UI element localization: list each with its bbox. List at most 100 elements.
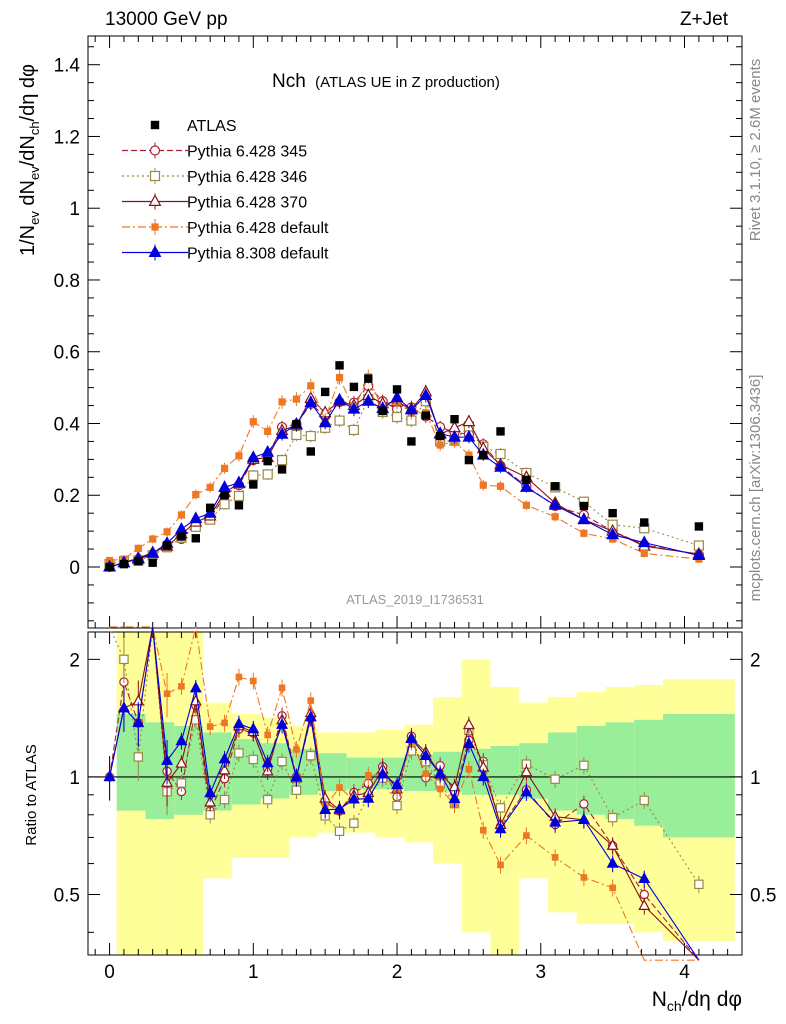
- atlas-point: [392, 385, 402, 394]
- series-point-3: [134, 544, 142, 552]
- ratio-point-3: [336, 784, 343, 791]
- ratio-point-3: [479, 826, 487, 834]
- ratio-panel-frame: [87, 631, 743, 956]
- ratio-point-1: [306, 750, 316, 761]
- ratio-point-4: [290, 770, 303, 782]
- ratio-y-tick-label-right: 0.5: [750, 886, 776, 907]
- ratio-point-1: [334, 826, 345, 836]
- ratio-point-3: [364, 772, 372, 779]
- legend-label-4: Pythia 8.308 default: [187, 246, 329, 263]
- ratio-point-3: [465, 765, 473, 773]
- legend-label-atlas: ATLAS: [187, 118, 237, 135]
- ratio-point-3: [307, 697, 315, 704]
- y-axis-label-ratio: Ratio to ATLAS: [23, 744, 40, 845]
- band-inner-segment: [634, 719, 663, 826]
- ratio-point-3: [264, 731, 271, 739]
- series-point-1: [391, 411, 403, 423]
- series-point-4: [318, 415, 332, 428]
- ratio-line-4: [109, 626, 700, 961]
- atlas-point: [349, 382, 359, 392]
- ratio-point-0: [639, 889, 649, 900]
- series-point-3: [465, 451, 473, 459]
- atlas-point: [277, 465, 287, 474]
- ratio-point-1: [694, 879, 704, 890]
- ratio-y-tick-label: 2: [69, 650, 80, 671]
- x-tick-label: 2: [392, 962, 403, 983]
- atlas-point: [450, 414, 459, 424]
- atlas-point: [496, 427, 505, 436]
- series-point-3: [335, 373, 344, 382]
- series-point-3: [220, 464, 229, 472]
- ratio-point-1: [219, 794, 230, 805]
- series-point-3: [249, 418, 257, 426]
- ratio-point-4: [434, 766, 447, 778]
- legend-marker-3: [151, 223, 159, 231]
- ratio-point-4: [347, 792, 360, 804]
- atlas-point: [205, 503, 215, 513]
- atlas-point: [694, 522, 704, 531]
- atlas-point: [306, 447, 315, 456]
- series-point-3: [149, 535, 157, 543]
- y-tick-label: 0.4: [54, 414, 81, 435]
- ratio-point-1: [277, 756, 287, 767]
- series-point-1: [348, 424, 360, 436]
- ratio-point-2: [175, 756, 188, 768]
- ratio-point-4: [376, 767, 389, 779]
- series-point-4: [519, 480, 533, 492]
- x-axis-label: Nch/dη dφ: [652, 988, 742, 1014]
- atlas-point: [220, 491, 229, 500]
- series-point-4: [448, 429, 461, 442]
- ratio-point-0: [579, 799, 589, 809]
- atlas-point: [579, 501, 589, 511]
- plot-title-sub: (ATLAS UE in Z production): [315, 74, 500, 91]
- ratio-point-4: [276, 717, 289, 729]
- series-point-2: [462, 414, 476, 427]
- ratio-panel-series: [103, 626, 704, 961]
- y-tick-label: 0.8: [54, 271, 80, 292]
- series-point-4: [246, 450, 260, 463]
- series-point-4: [232, 475, 246, 488]
- series-point-4: [462, 429, 476, 442]
- series-point-3: [551, 513, 559, 521]
- ratio-y-tick-label: 1: [69, 768, 80, 789]
- ratio-y-tick-label-right: 2: [750, 650, 761, 671]
- series-point-4: [606, 527, 620, 540]
- atlas-point: [464, 455, 474, 465]
- main-panel-series: [103, 361, 706, 573]
- series-point-1: [262, 469, 273, 480]
- series-point-4: [494, 460, 507, 472]
- band-inner-segment: [490, 746, 520, 795]
- ratio-point-4: [405, 732, 418, 744]
- ratio-point-4: [520, 785, 533, 797]
- ratio-point-4: [232, 717, 245, 729]
- series-point-3: [163, 528, 171, 536]
- series-point-1: [291, 429, 302, 441]
- series-point-4: [347, 401, 361, 414]
- atlas-point: [435, 431, 445, 441]
- series-point-4: [692, 548, 706, 561]
- series-point-3: [292, 395, 301, 403]
- legend-label-0: Pythia 6.428 345: [187, 144, 307, 161]
- ratio-point-3: [551, 854, 559, 861]
- ratio-point-1: [550, 774, 560, 784]
- x-tick-label: 0: [104, 962, 115, 983]
- ratio-point-4: [333, 802, 346, 814]
- ratio-point-4: [247, 722, 260, 734]
- ratio-point-4: [319, 803, 332, 814]
- band-inner-segment: [547, 732, 577, 811]
- series-point-1: [334, 415, 345, 426]
- atlas-point: [522, 475, 531, 485]
- ratio-point-4: [448, 792, 461, 804]
- ratio-line-0: [109, 626, 700, 961]
- series-point-4: [361, 393, 375, 406]
- axis-ticks: [88, 36, 743, 955]
- legend-entry-3: Pythia 6.428 default: [122, 219, 329, 237]
- y-axis-label-main: 1/Nev dNev/dNch/dη dφ: [17, 64, 42, 256]
- atlas-point: [335, 361, 344, 370]
- ratio-point-4: [304, 710, 317, 722]
- series-point-3: [235, 452, 243, 460]
- atlas-point: [177, 532, 186, 541]
- series-line-3: [109, 375, 699, 562]
- series-point-1: [219, 499, 230, 510]
